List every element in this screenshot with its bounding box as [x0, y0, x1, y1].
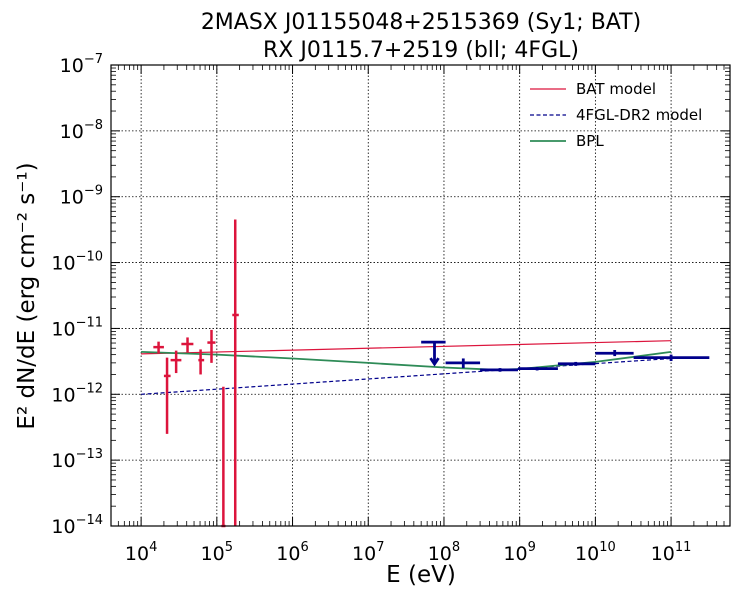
chart-title-line2: RX J0115.7+2519 (bll; 4FGL) — [263, 38, 579, 63]
fermi-point — [557, 361, 596, 366]
fermi-point — [445, 358, 481, 369]
bat-point — [198, 349, 205, 375]
bat-point — [221, 386, 226, 528]
x-tick-label: 109 — [503, 540, 535, 565]
minor-ticks — [110, 65, 731, 526]
fermi-point — [480, 368, 518, 372]
fermi-point — [421, 340, 446, 367]
x-axis-title: E (eV) — [386, 562, 456, 588]
x-tick-label: 104 — [125, 540, 157, 565]
y-tick-label: 10−12 — [51, 381, 103, 406]
chart-title-line1: 2MASX J01155048+2515369 (Sy1; BAT) — [201, 10, 641, 35]
y-tick-label: 10−14 — [51, 513, 103, 538]
bat-point — [163, 357, 171, 434]
x-tick-label: 1010 — [575, 540, 616, 565]
x-tick-label: 108 — [428, 540, 460, 565]
x-tick-label: 105 — [201, 540, 233, 565]
chart-titles: 2MASX J01155048+2515369 (Sy1; BAT) RX J0… — [201, 10, 641, 63]
grid-lines — [111, 64, 730, 527]
bat-point — [232, 219, 239, 526]
y-tick-label: 10−10 — [51, 250, 103, 275]
y-axis-tick-labels: 10−14 10−13 10−12 10−11 10−10 10−9 10−8 10−7 — [51, 52, 103, 538]
y-tick-label: 10−13 — [51, 447, 103, 472]
major-ticks — [111, 64, 730, 527]
series-line-bat-model — [141, 340, 672, 355]
fermi-upper-limit-arrow — [429, 357, 440, 367]
fermi-point — [633, 354, 710, 362]
fermi-point — [595, 350, 634, 357]
x-tick-label: 107 — [352, 540, 384, 565]
y-tick-label: 10−8 — [60, 118, 103, 143]
legend: BAT model 4FGL-DR2 model BPL — [530, 80, 702, 150]
legend-label: BPL — [576, 132, 604, 150]
legend-label: 4FGL-DR2 model — [576, 106, 702, 124]
fermi-point — [517, 366, 558, 371]
plot-frame — [110, 64, 731, 527]
model-lines — [141, 340, 672, 395]
bat-point — [207, 329, 216, 363]
bat-point — [181, 337, 194, 353]
bat-point — [153, 341, 164, 354]
series-line-bpl — [141, 351, 672, 371]
x-tick-label: 106 — [276, 540, 308, 565]
x-tick-label: 1011 — [651, 540, 692, 565]
y-tick-label: 10−9 — [60, 184, 103, 209]
data-points — [153, 219, 710, 528]
bat-point — [170, 350, 182, 374]
legend-label: BAT model — [576, 80, 656, 98]
y-tick-label: 10−11 — [51, 315, 103, 340]
y-axis-title: E² dN/dE (erg cm⁻² s⁻¹) — [14, 162, 40, 429]
x-axis-tick-labels: 104 105 106 107 108 109 1010 1011 — [125, 540, 692, 565]
y-tick-label: 10−7 — [60, 52, 103, 77]
